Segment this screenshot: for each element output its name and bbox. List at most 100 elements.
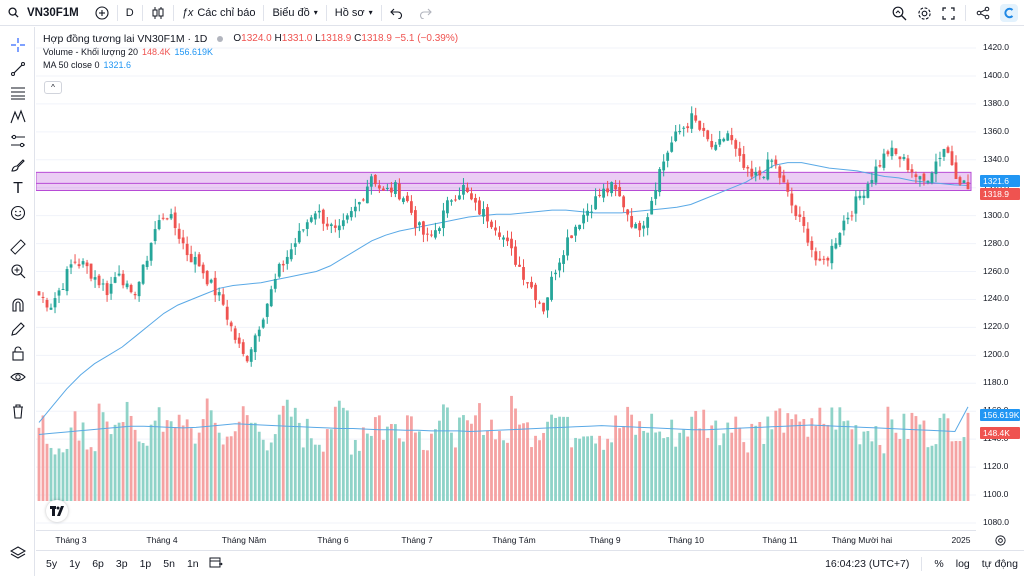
candle-body: [249, 349, 253, 362]
volume-bar: [109, 434, 113, 501]
hide-tool[interactable]: [8, 367, 28, 387]
brush-tool[interactable]: [8, 155, 28, 175]
candle-body: [377, 185, 381, 189]
projection-tool[interactable]: [8, 131, 28, 151]
brand-logo-icon[interactable]: [1000, 4, 1018, 22]
volume-bar: [249, 422, 253, 501]
indicators-button[interactable]: ƒx Các chỉ báo: [174, 0, 264, 26]
volume-bar: [333, 406, 337, 501]
delete-tool[interactable]: [8, 401, 28, 421]
price-zone[interactable]: [36, 171, 972, 192]
volume-bar: [778, 408, 782, 501]
interval-button[interactable]: D: [118, 0, 142, 26]
candle-body: [534, 284, 537, 301]
range-button-1p[interactable]: 1p: [139, 557, 152, 570]
range-button-1n[interactable]: 1n: [186, 557, 199, 570]
share-icon[interactable]: [976, 6, 990, 20]
volume-bar: [446, 407, 449, 501]
zoom-tool[interactable]: [8, 261, 28, 281]
layout-button[interactable]: Hồ sơ ▾: [327, 0, 381, 26]
log-toggle[interactable]: log: [955, 558, 970, 570]
candle-body: [670, 142, 674, 152]
price-axis-label: 1240.0: [983, 293, 1009, 304]
range-button-5n[interactable]: 5n: [163, 557, 175, 570]
volume-bar: [662, 438, 666, 501]
volume-bar: [574, 437, 577, 501]
range-button-3p[interactable]: 3p: [115, 557, 128, 570]
redo-button[interactable]: [411, 0, 440, 26]
candle-body: [774, 159, 778, 165]
range-button-1y[interactable]: 1y: [69, 557, 81, 570]
candle-body: [277, 263, 281, 277]
time-axis-label: 2025: [951, 535, 971, 545]
volume-bar: [626, 406, 630, 501]
range-button-5y[interactable]: 5y: [46, 557, 58, 570]
ma-legend[interactable]: MA 50 close 0 1321.6: [43, 58, 458, 71]
compare-button[interactable]: [87, 0, 117, 26]
candle-body: [574, 226, 577, 236]
candle-body: [69, 264, 73, 268]
candle-body: [938, 157, 942, 159]
divider: [965, 5, 966, 21]
tradingview-logo-icon[interactable]: [46, 500, 68, 522]
quick-search-icon[interactable]: [892, 6, 907, 21]
legend-collapse-button[interactable]: ^: [44, 81, 62, 94]
text-tool[interactable]: T: [8, 179, 28, 199]
candle-body: [850, 215, 854, 217]
price-axis[interactable]: 1420.01400.01380.01360.01340.01320.01300…: [976, 27, 1024, 530]
volume-bar: [614, 415, 618, 501]
volume-bar: [297, 422, 301, 501]
date-range-button[interactable]: [205, 556, 223, 571]
volume-bar: [566, 416, 569, 501]
emoji-tool[interactable]: [8, 203, 28, 223]
candle-body: [882, 153, 886, 168]
volume-bar: [698, 428, 702, 501]
volume-bar: [862, 431, 866, 501]
volume-bar: [542, 432, 545, 501]
magnet-tool[interactable]: [8, 295, 28, 315]
fullscreen-icon[interactable]: [942, 6, 955, 20]
lock-tool[interactable]: [8, 343, 28, 363]
undo-button[interactable]: [382, 0, 411, 26]
candle-body: [826, 257, 830, 261]
ruler-tool[interactable]: [8, 237, 28, 257]
pattern-tool[interactable]: [8, 107, 28, 127]
price-axis-label: 1300.0: [983, 209, 1009, 220]
volume-bar: [357, 450, 361, 501]
volume-legend[interactable]: Volume - Khối lượng 20 148.4K 156.619K: [43, 45, 458, 58]
time-axis[interactable]: Tháng 3 Tháng 4 Tháng Năm Tháng 6 Tháng 7 Thá…: [36, 530, 976, 548]
volume-bar: [45, 443, 49, 501]
volume-bar: [806, 436, 810, 501]
axis-settings-icon[interactable]: [994, 534, 1007, 552]
volume-bar: [666, 437, 670, 501]
stay-drawing-tool[interactable]: [8, 319, 28, 339]
price-chart[interactable]: [36, 27, 976, 530]
gear-icon[interactable]: [917, 6, 932, 21]
ohlc-values: O1324.0 H1331.0 L1318.9 C1318.9 −5.1 (−0…: [233, 32, 459, 44]
volume-bar: [930, 445, 934, 501]
candle-body: [594, 196, 598, 210]
candle-body: [734, 140, 738, 149]
volume-bar: [57, 448, 61, 501]
candle-body: [161, 217, 165, 219]
magnet-icon: [12, 298, 24, 312]
volume-bar: [241, 406, 245, 501]
candle-body: [602, 188, 606, 198]
candle-body: [822, 258, 826, 260]
volume-bar: [866, 431, 870, 501]
trendline-tool[interactable]: [8, 59, 28, 79]
candle-type-button[interactable]: [143, 0, 173, 26]
clock-timezone[interactable]: 16:04:23 (UTC+7): [825, 558, 910, 570]
volume-bar: [161, 431, 165, 501]
volume-bar: [305, 418, 309, 501]
symbol-search[interactable]: VN30F1M: [0, 0, 87, 26]
fib-tool[interactable]: [8, 83, 28, 103]
crosshair-tool[interactable]: [8, 35, 28, 55]
auto-scale-toggle[interactable]: tự động: [981, 558, 1018, 570]
main-series-legend[interactable]: Hợp đồng tương lai VN30F1M · 1D O1324.0 …: [43, 32, 458, 45]
candle-body: [754, 171, 758, 176]
range-button-6p[interactable]: 6p: [92, 557, 104, 570]
chart-type-button[interactable]: Biểu đồ ▾: [264, 0, 325, 26]
object-tree-tool[interactable]: [8, 543, 28, 563]
percent-toggle[interactable]: %: [934, 558, 944, 570]
